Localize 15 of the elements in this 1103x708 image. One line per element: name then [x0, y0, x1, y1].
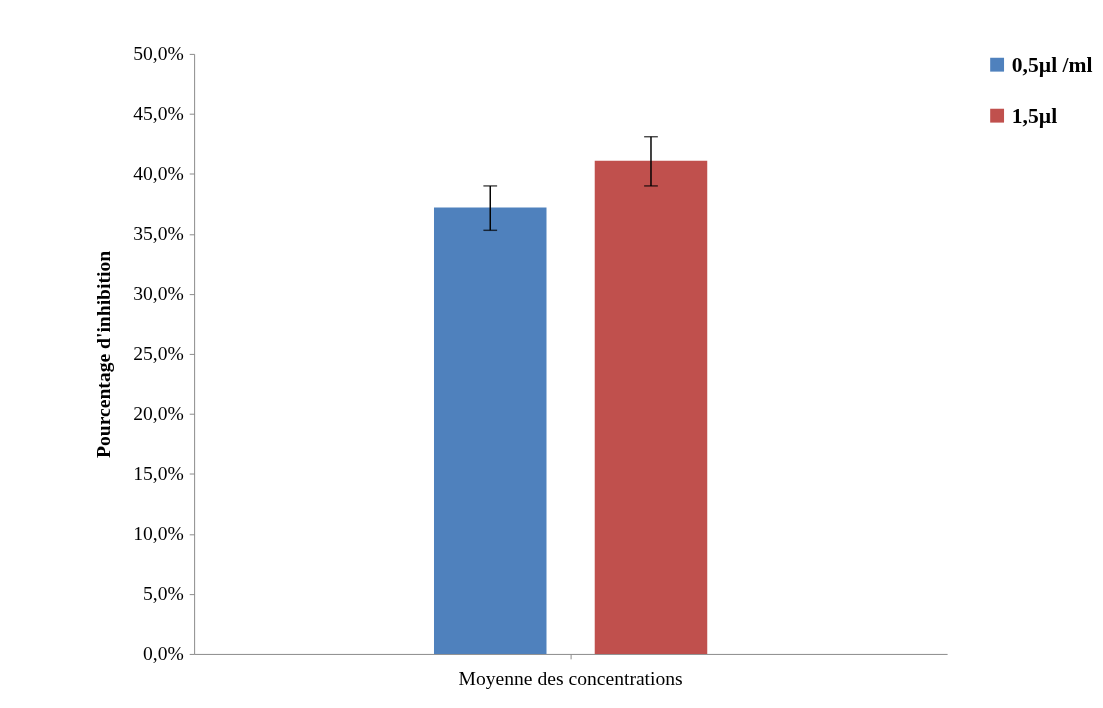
- y-tick-label: 45,0%: [133, 103, 184, 125]
- y-tick-label: 30,0%: [133, 283, 184, 305]
- y-axis-title: Pourcentage d'inhibition: [92, 250, 114, 458]
- y-tick-label: 10,0%: [133, 523, 184, 545]
- y-tick-label: 40,0%: [133, 163, 184, 185]
- y-tick-label: 0,0%: [143, 643, 184, 665]
- x-tick-label: Moyenne des concentrations: [458, 667, 683, 689]
- y-tick-label: 25,0%: [133, 343, 184, 365]
- legend-label: 1,5µl: [1011, 103, 1058, 128]
- y-tick-label: 5,0%: [143, 583, 184, 605]
- legend-label: 0,5µl /ml: [1011, 52, 1093, 77]
- y-tick-label: 15,0%: [133, 463, 184, 485]
- y-tick-label: 20,0%: [133, 403, 184, 425]
- y-tick-label: 50,0%: [133, 43, 184, 65]
- y-tick-label: 35,0%: [133, 223, 184, 245]
